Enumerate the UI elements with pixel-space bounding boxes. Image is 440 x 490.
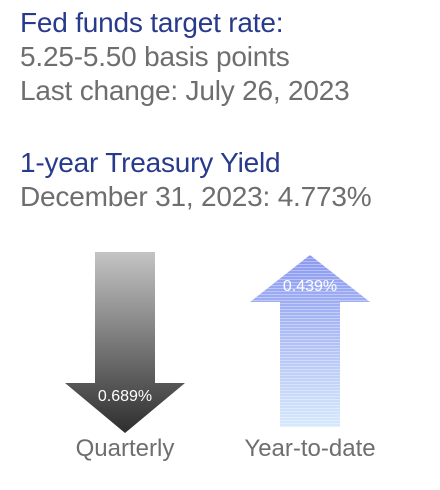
quarterly-down-arrow: 0.689% [50, 240, 200, 440]
fed-funds-heading: Fed funds target rate: [20, 7, 284, 38]
up-arrow-icon [250, 255, 370, 427]
ytd-up-arrow: 0.439% [235, 240, 385, 440]
fed-funds-range: 5.25-5.50 basis points [20, 41, 290, 72]
down-arrow-icon [65, 252, 185, 433]
fed-funds-section: Fed funds target rate: 5.25-5.50 basis p… [20, 6, 350, 108]
quarterly-caption: Quarterly [75, 435, 175, 462]
quarterly-change-value: 0.689% [97, 388, 153, 405]
fed-funds-last-change: Last change: July 26, 2023 [20, 75, 350, 106]
treasury-heading: 1-year Treasury Yield [20, 147, 281, 178]
treasury-section: 1-year Treasury Yield December 31, 2023:… [20, 146, 372, 214]
ytd-caption: Year-to-date [244, 435, 376, 462]
treasury-value-line: December 31, 2023: 4.773% [20, 181, 372, 212]
ytd-change-value: 0.439% [282, 278, 338, 295]
